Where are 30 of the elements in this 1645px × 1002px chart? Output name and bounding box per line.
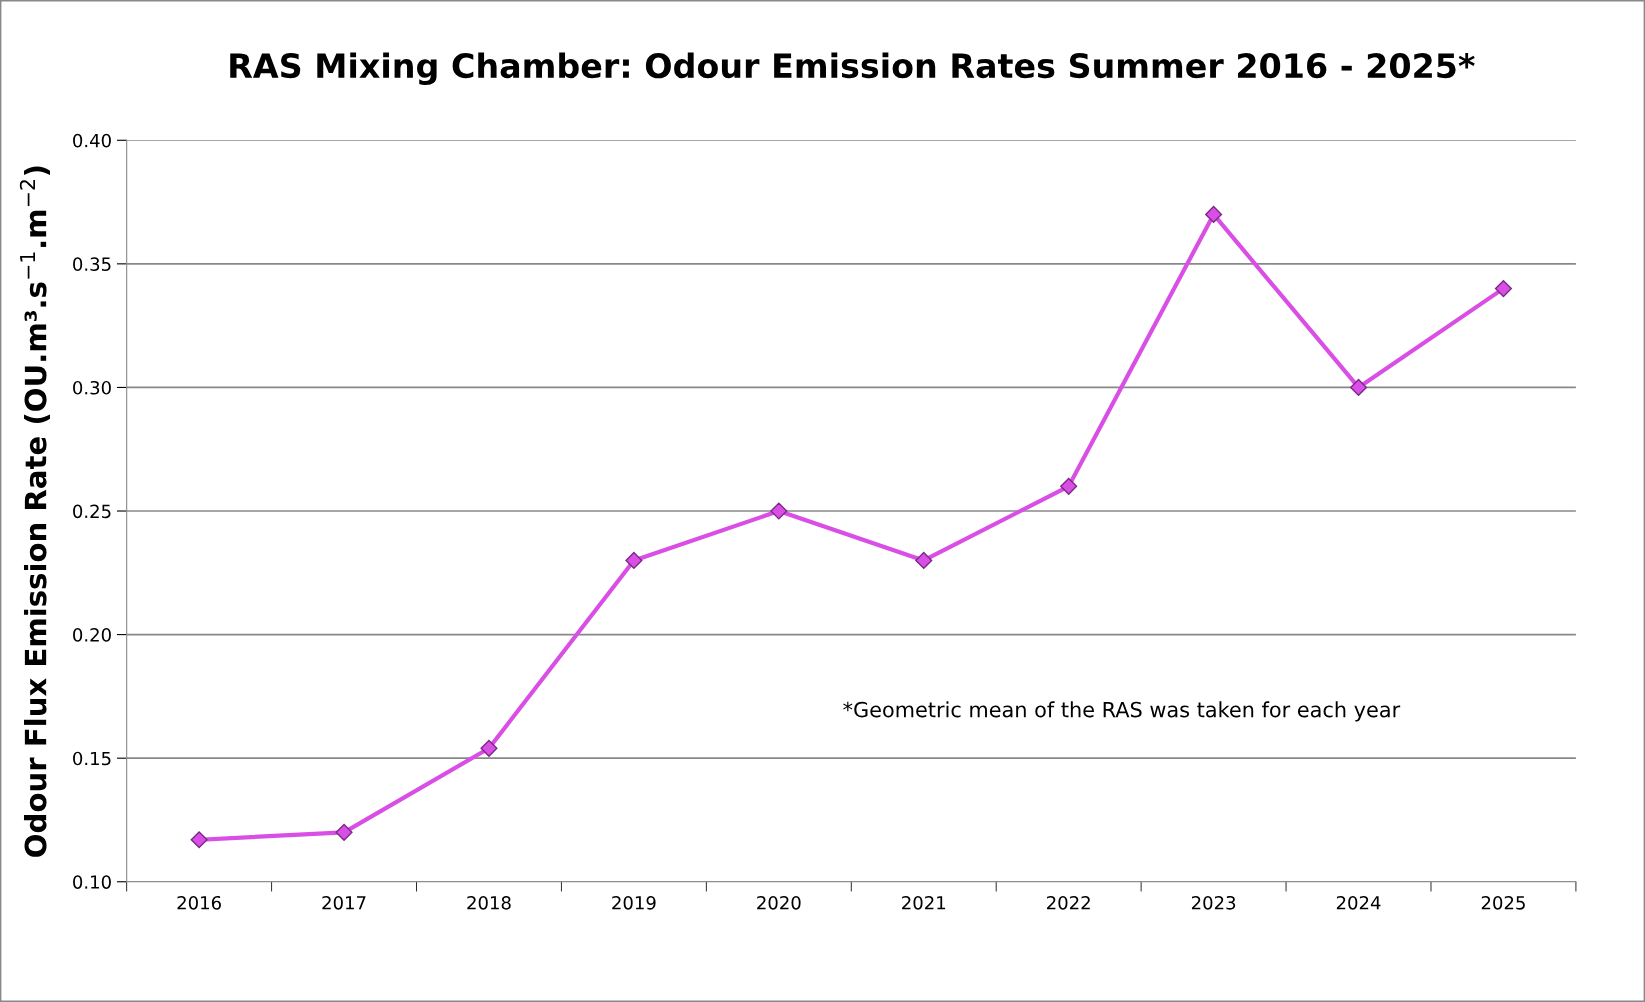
y-tick-label: 0.10: [73, 875, 111, 889]
chart-title: RAS Mixing Chamber: Odour Emission Rates Summer 2016 - 2025*: [230, 52, 1475, 85]
point: [1060, 477, 1078, 495]
point: [770, 502, 788, 520]
y-tick-label: 0.25: [73, 504, 111, 519]
x-tick-label: 2019: [612, 895, 656, 910]
y-axis-title: Odour Flux Emission Rate (OU.m³.s$^{−1}$.m$^{−2}$): [19, 166, 50, 857]
point: [190, 831, 208, 849]
y-tick-label: 0.30: [73, 380, 111, 395]
point: [480, 739, 498, 757]
point: [1205, 205, 1223, 223]
x-tick-label: 2024: [1336, 895, 1381, 910]
point: [1349, 378, 1368, 396]
x-tick-label: 2023: [1191, 895, 1236, 910]
x-tick-label: 2025: [1481, 895, 1525, 910]
x-tick-label: 2020: [757, 895, 801, 910]
y-tick-label: 0.40: [73, 133, 111, 148]
point: [1494, 280, 1512, 298]
x-tick-label: 2022: [1047, 895, 1090, 910]
y-tick-label: 0.20: [73, 628, 111, 642]
annotation: *Geometric mean of the RAS was taken for each year: [843, 701, 1401, 722]
y-tick-label: 0.35: [73, 257, 111, 271]
point: [625, 551, 643, 570]
point: [335, 823, 353, 841]
x-tick-label: 2017: [322, 895, 366, 910]
x-tick-label: 2016: [177, 895, 221, 910]
y-tick-label: 0.15: [73, 751, 111, 766]
point: [915, 551, 933, 570]
x-tick-label: 2021: [902, 895, 946, 910]
x-tick-label: 2018: [467, 895, 511, 910]
